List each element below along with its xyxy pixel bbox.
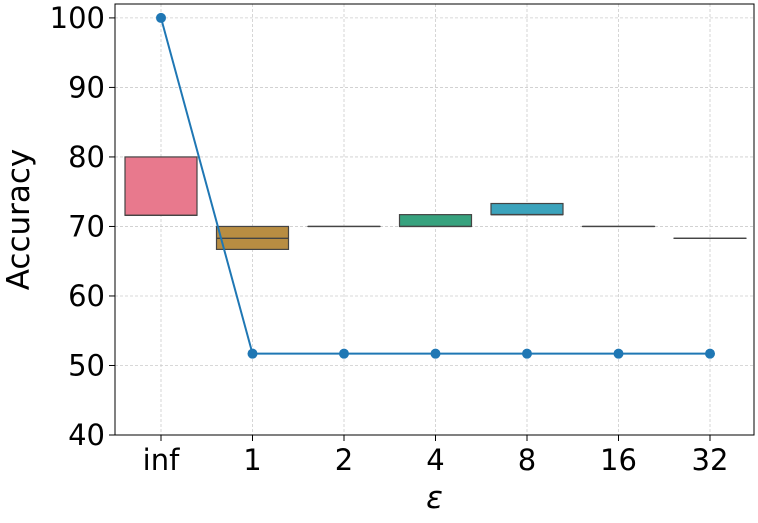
x-tick-label: 16 bbox=[600, 443, 637, 477]
y-tick-label: 50 bbox=[68, 348, 105, 382]
box-inf bbox=[125, 157, 197, 215]
series-point bbox=[614, 349, 624, 359]
x-tick-label: 4 bbox=[426, 443, 444, 477]
y-tick-label: 90 bbox=[68, 70, 105, 104]
x-tick-label: 2 bbox=[335, 443, 353, 477]
x-tick-label: 32 bbox=[692, 443, 729, 477]
x-tick-label: 8 bbox=[518, 443, 536, 477]
x-tick-label: 1 bbox=[243, 443, 261, 477]
series-point bbox=[522, 349, 532, 359]
x-axis-label: ε bbox=[426, 480, 443, 516]
y-tick-label: 70 bbox=[68, 209, 105, 243]
y-tick-label: 80 bbox=[68, 140, 105, 174]
y-tick-label: 60 bbox=[68, 279, 105, 313]
series-point bbox=[705, 349, 715, 359]
series-point bbox=[248, 349, 258, 359]
tick-labels: 40 50 60 70 80 90 100 inf 1 2 4 8 16 32 bbox=[50, 1, 729, 477]
y-axis-label: Accuracy bbox=[1, 149, 37, 291]
y-tick-label: 40 bbox=[68, 418, 105, 452]
series-point bbox=[339, 349, 349, 359]
series-point bbox=[431, 349, 441, 359]
x-tick-label: inf bbox=[143, 443, 180, 477]
y-tick-label: 100 bbox=[50, 1, 105, 35]
box-8 bbox=[491, 204, 563, 215]
box-4 bbox=[400, 215, 472, 227]
series-point bbox=[156, 13, 166, 23]
